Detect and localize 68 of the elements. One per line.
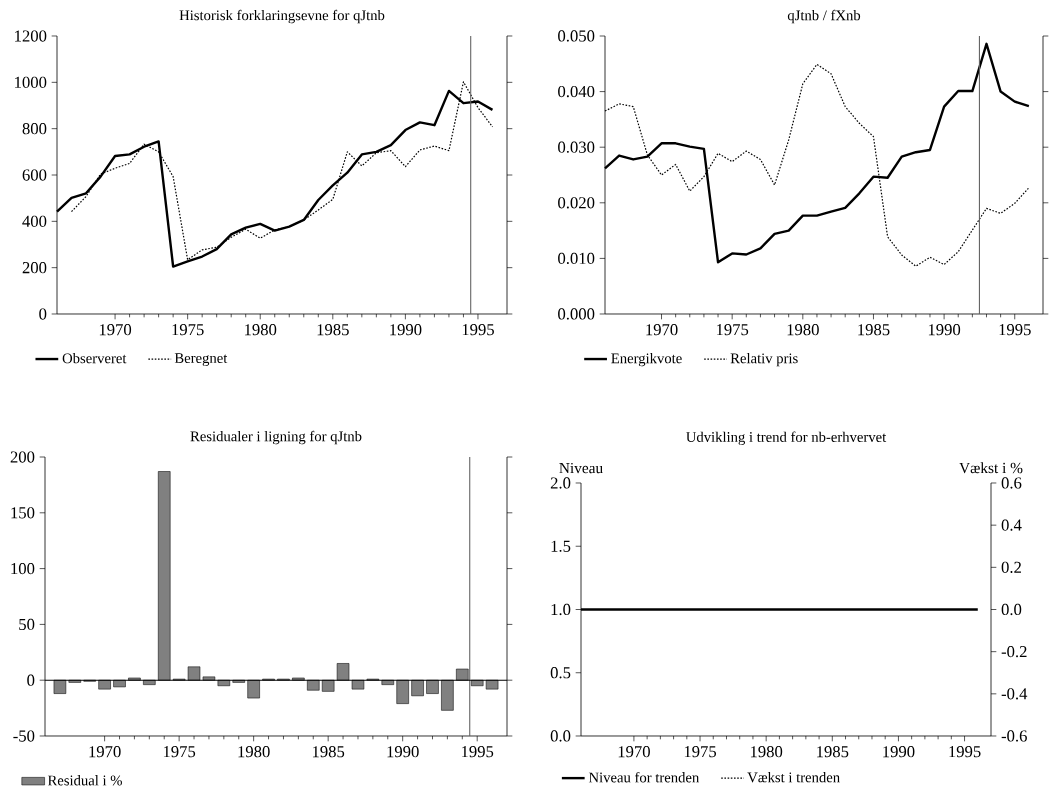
- x-tick-label: 1985: [858, 324, 890, 336]
- y-tick-label: 0.020: [558, 197, 595, 209]
- y2-tick-label: 0.6: [1001, 477, 1022, 489]
- x-tick-label: 1990: [390, 324, 422, 336]
- x-tick-label: 1980: [245, 324, 277, 336]
- y2-axis-title: Vækst i %: [959, 462, 1023, 474]
- chart-title: Historisk forklaringsevne for qJtnb: [179, 9, 385, 24]
- x-tick-label: 1975: [172, 324, 204, 336]
- y-tick-label: 400: [22, 215, 47, 227]
- y-tick-label: 200: [10, 451, 35, 463]
- x-tick-label: 1980: [750, 746, 783, 758]
- y2-tick-label: 0.2: [1001, 561, 1021, 573]
- legend-label: Relativ pris: [730, 352, 798, 367]
- x-tick-label: 1990: [928, 324, 961, 336]
- y-tick-label: 0: [39, 308, 47, 320]
- x-tick-label: 1985: [317, 324, 349, 336]
- x-tick-label: 1970: [89, 746, 121, 758]
- x-tick-label: 1995: [949, 746, 981, 758]
- y-tick-label: 0.040: [558, 85, 595, 98]
- y-tick-label: 1.5: [551, 540, 571, 552]
- chart-title: Residualer i ligning for qJtnb: [190, 430, 362, 445]
- y-tick-label: 200: [22, 262, 47, 274]
- x-tick-label: 1970: [646, 324, 678, 336]
- y2-tick-label: -0.4: [1001, 688, 1028, 700]
- legend-label: Vækst i trenden: [747, 772, 840, 783]
- chart-title: Udvikling i trend for nb-erhvervet: [686, 431, 887, 445]
- legend-label: Energikvote: [611, 352, 682, 367]
- x-tick-label: 1975: [684, 746, 717, 758]
- x-tick-label: 1995: [999, 324, 1031, 336]
- y-tick-label: 1.0: [551, 603, 571, 616]
- legend-label: Niveau for trenden: [588, 771, 700, 783]
- y-tick-label: -50: [13, 730, 35, 742]
- y-tick-label: 0.010: [558, 252, 595, 265]
- legend-label: Residual i %: [47, 775, 122, 786]
- y2-tick-label: 0.0: [1001, 603, 1022, 616]
- legend-label: Observeret: [62, 352, 127, 364]
- y-tick-label: 0.030: [558, 141, 595, 153]
- y-tick-label: 0.050: [558, 30, 595, 42]
- legend-label: Beregnet: [174, 353, 228, 366]
- x-tick-label: 1970: [618, 746, 650, 758]
- y-tick-label: 600: [22, 169, 47, 181]
- x-tick-label: 1985: [312, 746, 345, 758]
- x-tick-label: 1990: [883, 746, 915, 758]
- x-tick-label: 1990: [387, 746, 419, 758]
- y-axis-title: Niveau: [559, 462, 603, 474]
- y-tick-label: 0.5: [550, 667, 571, 679]
- y-tick-label: 2.0: [550, 477, 571, 489]
- x-tick-label: 1995: [462, 324, 494, 336]
- y-tick-label: 100: [11, 562, 35, 575]
- y-tick-label: 0: [27, 674, 35, 686]
- y-tick-label: 150: [11, 507, 35, 519]
- x-tick-label: 1980: [787, 324, 819, 336]
- x-tick-label: 1995: [461, 746, 494, 758]
- y2-tick-label: -0.2: [1001, 646, 1027, 658]
- x-tick-label: 1975: [163, 746, 196, 758]
- chart-title: qJtnb / fXnb: [787, 9, 861, 24]
- y-tick-label: 1200: [15, 30, 47, 42]
- y-tick-label: 0.0: [550, 730, 571, 742]
- x-tick-label: 1980: [238, 746, 270, 758]
- y-tick-label: 1000: [15, 76, 47, 88]
- x-tick-label: 1975: [716, 324, 749, 336]
- y2-tick-label: -0.6: [1001, 730, 1027, 742]
- y-tick-label: 0.000: [558, 308, 595, 320]
- x-tick-label: 1970: [99, 324, 132, 336]
- y-tick-label: 800: [22, 123, 47, 135]
- y-tick-label: 50: [19, 618, 35, 631]
- x-tick-label: 1985: [817, 746, 849, 758]
- y2-tick-label: 0.4: [1001, 519, 1022, 531]
